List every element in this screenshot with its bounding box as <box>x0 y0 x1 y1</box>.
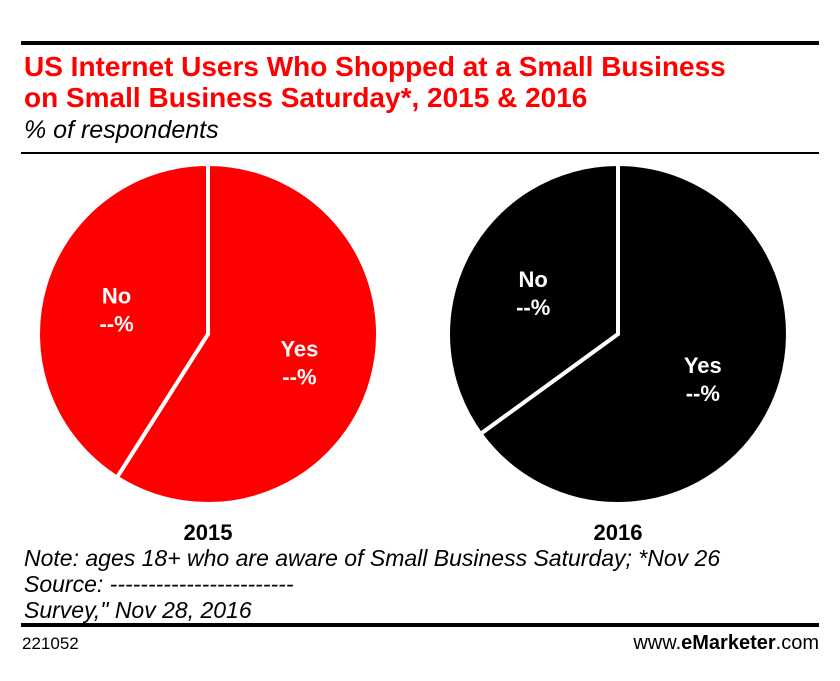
top-rule <box>21 41 819 45</box>
slice-category-label: No <box>519 267 548 292</box>
site-suffix: .com <box>775 632 819 654</box>
slice-value-label: --% <box>686 381 720 406</box>
pie-slice-no <box>446 161 620 437</box>
pie-charts: Yes --% No --% 2015 Yes --% No --% 2016 <box>36 161 790 540</box>
slice-value-label: --% <box>99 311 133 336</box>
slice-category-label: Yes <box>280 337 318 362</box>
site-brand: eMarketer <box>681 632 776 654</box>
pie-slice-no <box>36 161 210 481</box>
pie-slice-yes <box>477 161 790 506</box>
site-credit: www.eMarketer.com <box>633 632 819 655</box>
note-text: Note: ages 18+ who are aware of Small Bu… <box>24 545 721 571</box>
subtitle-rule <box>21 152 819 154</box>
pie-2016: Yes --% No --% 2016 <box>446 161 790 540</box>
pie-year-label: 2015 <box>184 520 233 540</box>
slice-value-label: --% <box>282 365 316 390</box>
source-tail-text: Survey," Nov 28, 2016 <box>24 597 252 623</box>
footer-rule <box>21 623 819 627</box>
slice-category-label: Yes <box>684 353 722 378</box>
slice-value-label: --% <box>516 295 550 320</box>
pie-2015: Yes --% No --% 2015 <box>36 161 380 540</box>
chart-title-line2: on Small Business Saturday*, 2015 & 2016 <box>24 82 588 113</box>
source-text: Source: ------------------------ <box>24 571 294 597</box>
chart-subtitle: % of respondents <box>24 116 219 144</box>
chart-title-line1: US Internet Users Who Shopped at a Small… <box>24 51 726 82</box>
site-prefix: www. <box>633 632 682 654</box>
pie-slice-yes <box>114 161 380 506</box>
slice-category-label: No <box>102 283 131 308</box>
chart-title: US Internet Users Who Shopped at a Small… <box>24 51 824 113</box>
pie-year-label: 2016 <box>594 520 643 540</box>
chart-id: 221052 <box>22 634 79 653</box>
notes-block: Note: ages 18+ who are aware of Small Bu… <box>24 545 824 623</box>
